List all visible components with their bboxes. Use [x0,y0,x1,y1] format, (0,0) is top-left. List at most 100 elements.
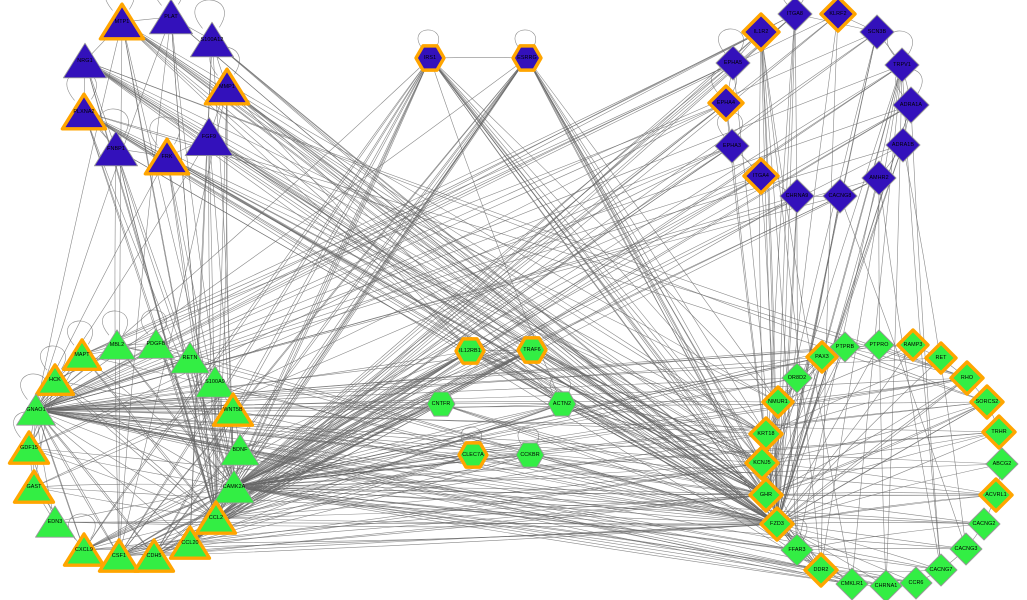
graph-node[interactable] [426,391,456,417]
graph-node[interactable] [143,137,191,176]
graph-node[interactable] [62,42,108,79]
graph-node[interactable] [981,414,1017,450]
graph-node[interactable] [835,567,869,600]
graph-node[interactable] [744,445,780,481]
graph-node[interactable] [969,384,1005,420]
graph-node[interactable] [168,525,212,560]
graph-node[interactable] [885,127,921,163]
graph-node[interactable] [822,178,858,214]
graph-node[interactable] [924,341,958,375]
graph-node[interactable] [220,433,260,466]
graph-node[interactable] [759,506,795,542]
graph-edge [115,148,217,519]
graph-node[interactable] [170,341,210,374]
graph-edge [35,409,887,587]
graph-node[interactable] [819,0,857,33]
graph-edge [469,350,763,464]
graph-node[interactable] [742,157,780,195]
graph-node[interactable] [715,45,751,81]
graph-edge [35,102,727,411]
graph-node[interactable] [195,365,235,398]
graph-node[interactable] [61,338,103,372]
graph-node[interactable] [985,447,1019,481]
graph-node[interactable] [803,552,839,588]
graph-edge [765,377,968,496]
graph-node[interactable] [741,12,781,52]
graph-node[interactable] [148,0,194,35]
graph-node[interactable] [861,160,897,196]
graph-node[interactable] [7,430,51,465]
graph-node[interactable] [884,47,920,83]
graph-edge [155,343,778,525]
graph-node[interactable] [780,533,814,567]
graph-edge [526,57,767,496]
graph-node[interactable] [414,44,446,72]
graph-edge [54,379,217,519]
graph-node[interactable] [714,128,750,164]
graph-node[interactable] [516,336,548,364]
graph-node[interactable] [967,507,1001,541]
graph-edge [776,523,887,587]
graph-node[interactable] [194,500,238,535]
graph-node[interactable] [35,505,75,538]
graph-node[interactable] [211,392,255,427]
graph-edge [233,356,823,488]
graph-node[interactable] [978,477,1014,513]
graph-node[interactable] [805,340,839,374]
graph-edge [776,64,903,525]
graph-node[interactable] [203,67,251,106]
graph-node[interactable] [748,477,784,513]
graph-node[interactable] [924,553,958,587]
graph-edge [35,21,123,411]
graph-edge [233,463,1003,488]
graph-node[interactable] [511,44,543,72]
graph-node[interactable] [899,566,933,600]
graph-edge [33,486,217,519]
graph-node[interactable] [137,328,175,359]
graph-node[interactable] [829,331,861,363]
graph-node[interactable] [60,92,108,131]
graph-edge [84,60,778,525]
graph-node[interactable] [16,393,56,426]
graph-node[interactable] [748,416,784,452]
graph-node[interactable] [892,86,930,124]
graph-edge [776,401,988,525]
graph-edge [35,409,217,519]
graph-node[interactable] [781,362,813,394]
graph-node[interactable] [777,0,813,32]
graph-edge [878,177,887,587]
graph-node[interactable] [454,337,486,365]
graph-node[interactable] [213,469,255,504]
graph-node[interactable] [97,538,141,573]
graph-node[interactable] [863,329,895,361]
graph-node[interactable] [132,538,176,573]
graph-node[interactable] [515,442,545,468]
graph-edge [796,523,985,551]
graph-node[interactable] [896,328,930,362]
graph-node[interactable] [98,2,146,41]
graph-node[interactable] [869,569,903,600]
graph-edge [529,454,767,496]
graph-node[interactable] [779,178,815,214]
graph-node[interactable] [859,14,895,50]
graph-node[interactable] [93,130,139,167]
graph-node[interactable] [34,363,76,397]
graph-node[interactable] [12,469,56,504]
graph-edge [35,409,985,525]
graph-node[interactable] [457,441,489,469]
graph-node[interactable] [98,329,136,360]
graph-node[interactable] [761,385,795,419]
graph-node[interactable] [547,391,577,417]
graph-edge [233,31,878,488]
graph-edge [776,144,904,525]
graph-node[interactable] [707,84,745,122]
graph-node[interactable] [189,21,235,58]
graph-node[interactable] [62,532,106,567]
graph-node[interactable] [184,116,234,156]
graph-node[interactable] [949,532,983,566]
graph-node[interactable] [949,360,985,396]
graph-edge [118,523,778,557]
graph-edge [239,449,778,525]
